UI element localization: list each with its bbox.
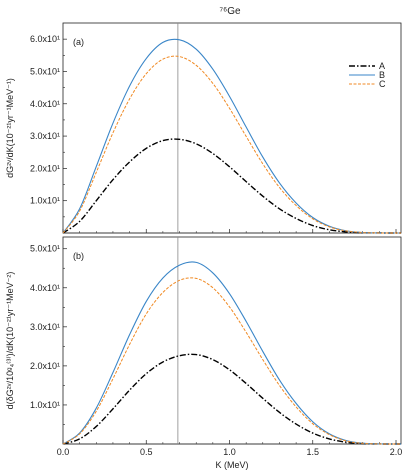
- legend-label-b: B: [379, 70, 385, 80]
- legend-label-c: C: [379, 79, 386, 89]
- y-axis-label: d(δG²ᵛ/10ᵍ₄⁽³⁾)/dK(10⁻²¹yr⁻¹MeV⁻²): [5, 272, 15, 410]
- series-line-b: [62, 38, 402, 234]
- panel-a: 1.0x10¹ 2.0x10¹ 3.0x10¹ 4.0x10¹ 5.0x10¹ 6.0x1…: [5, 22, 402, 234]
- panel-b: 1.0x10¹ 2.0x10¹ 3.0x10¹ 4.0x10¹ 5.0x10¹ 0.0 0.…: [5, 236, 403, 470]
- x-tick-label: 1.0: [223, 447, 236, 457]
- chart-panels: 1.0x10¹ 2.0x10¹ 3.0x10¹ 4.0x10¹ 5.0x10¹ 6.0x1…: [5, 22, 403, 470]
- y-tick-label: 4.0x10¹: [30, 99, 60, 109]
- plot-frame: [62, 22, 402, 234]
- y-tick-label: 5.0x10¹: [30, 66, 60, 76]
- y-tick-label: 4.0x10¹: [30, 283, 60, 293]
- y-tick-label: 2.0x10¹: [30, 163, 60, 173]
- panel-label: (a): [73, 37, 84, 47]
- chart-title: ⁷⁶Ge: [219, 6, 241, 17]
- x-axis-label: K (MeV): [215, 460, 248, 470]
- y-tick-label: 2.0x10¹: [30, 361, 60, 371]
- y-tick-label: 6.0x10¹: [30, 34, 60, 44]
- legend-label-a: A: [379, 61, 385, 71]
- plot-frame: [62, 236, 402, 445]
- y-tick-label: 3.0x10¹: [30, 322, 60, 332]
- y-tick-label: 1.0x10¹: [30, 196, 60, 206]
- y-tick-label: 1.0x10¹: [30, 400, 60, 410]
- y-tick-label: 5.0x10¹: [30, 244, 60, 254]
- series-line-a: [62, 138, 402, 234]
- series-line-a: [62, 353, 402, 445]
- x-tick-label: 2.0: [390, 447, 403, 457]
- panel-label: (b): [73, 251, 84, 261]
- y-tick-label: 3.0x10¹: [30, 131, 60, 141]
- x-tick-label: 1.5: [306, 447, 319, 457]
- y-axis-label: dG²ᵛ/dK(10⁻²¹yr⁻¹MeV⁻¹): [5, 78, 15, 178]
- series-line-c: [62, 277, 402, 445]
- series-line-c: [62, 55, 402, 234]
- series-line-b: [62, 261, 402, 445]
- x-tick-label: 0.5: [140, 447, 153, 457]
- x-tick-label: 0.0: [57, 447, 70, 457]
- legend: ABC: [349, 61, 386, 89]
